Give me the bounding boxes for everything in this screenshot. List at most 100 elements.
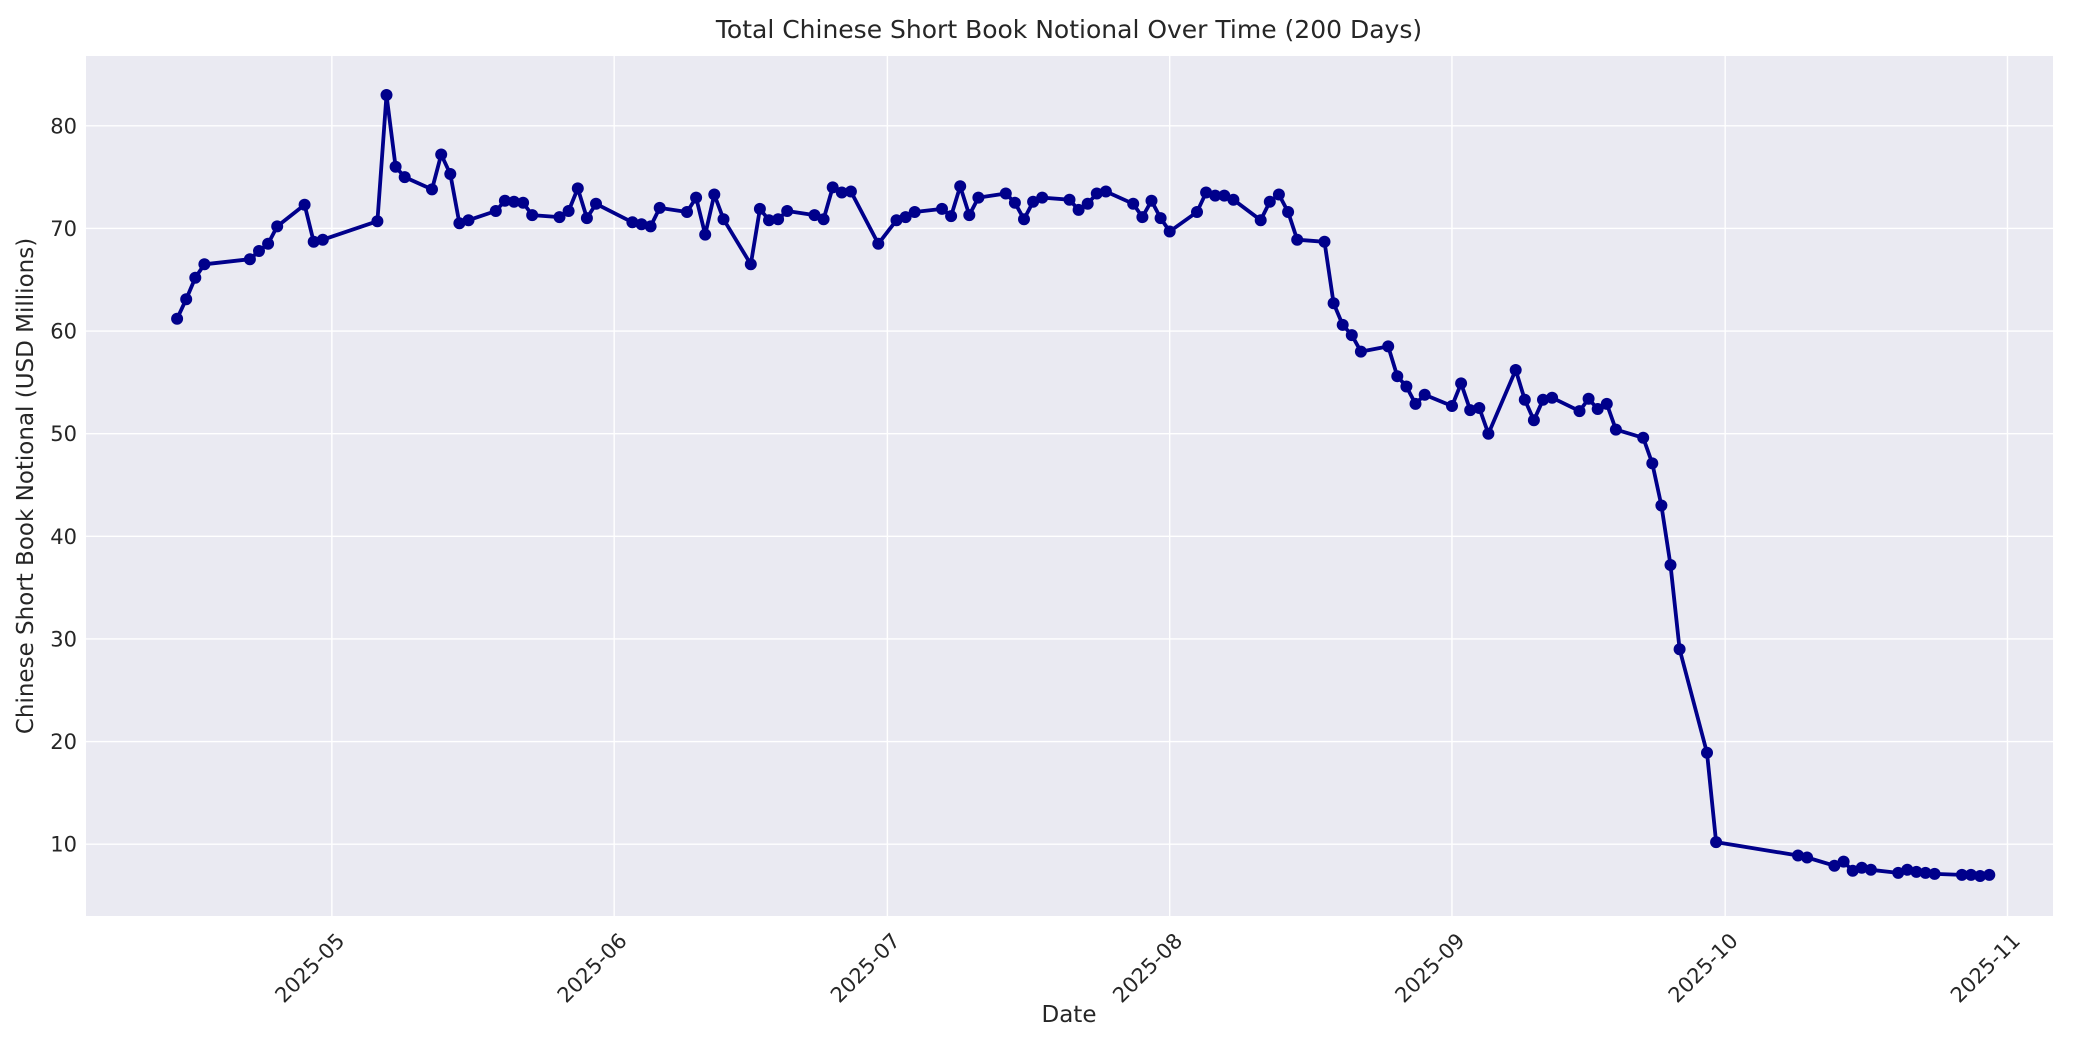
data-point [453, 217, 466, 230]
data-point [590, 197, 602, 210]
data-point [1600, 397, 1613, 410]
data-point [517, 196, 530, 209]
data-series [171, 89, 1996, 882]
data-point [307, 235, 320, 248]
data-point [1318, 235, 1331, 248]
data-point [180, 293, 193, 306]
data-point [1546, 391, 1559, 404]
y-tick-label: 10 [50, 833, 77, 857]
data-point [389, 160, 402, 173]
data-point [1072, 203, 1085, 216]
y-tick-label: 50 [50, 422, 77, 446]
x-tick-label: 2025-05 [270, 929, 349, 1008]
data-point [1855, 861, 1868, 874]
data-point [1027, 195, 1040, 208]
data-point [262, 237, 275, 250]
data-point [872, 237, 885, 250]
data-point [1254, 214, 1267, 227]
data-point [1673, 643, 1686, 656]
data-point [1099, 185, 1112, 198]
data-point [1090, 187, 1103, 200]
data-point [1382, 340, 1395, 353]
data-point [462, 214, 475, 227]
data-point [635, 218, 648, 231]
data-point [1892, 866, 1905, 879]
data-point [1482, 427, 1495, 440]
data-point [1801, 851, 1814, 864]
data-point [1518, 393, 1531, 406]
data-point [844, 185, 857, 198]
data-point [316, 233, 329, 246]
data-point [644, 220, 657, 233]
data-point [1136, 211, 1149, 224]
data-point [708, 188, 721, 201]
data-point [753, 202, 766, 215]
data-point [890, 214, 903, 227]
data-point [1272, 188, 1285, 201]
data-point [1646, 457, 1659, 470]
data-point [398, 171, 411, 184]
data-point [271, 220, 284, 233]
data-point [1464, 404, 1477, 417]
data-point [653, 201, 666, 214]
data-point [999, 187, 1012, 200]
data-point [1792, 849, 1804, 862]
y-tick-label: 20 [50, 730, 77, 754]
data-point [1591, 403, 1604, 415]
data-point [1901, 863, 1914, 876]
data-point [1701, 746, 1713, 759]
data-point [1446, 400, 1458, 412]
data-point [1828, 859, 1841, 872]
data-point [189, 271, 202, 284]
y-tick-label: 30 [50, 627, 77, 651]
data-point [1965, 868, 1977, 881]
x-tick-label: 2025-08 [1108, 929, 1187, 1008]
data-point [1191, 206, 1203, 218]
data-point [1008, 196, 1021, 209]
x-axis-label: Date [1042, 1002, 1097, 1028]
chart-title: Total Chinese Short Book Notional Over T… [715, 15, 1422, 44]
x-axis-ticks: 2025-05 2025-06 2025-07 2025-08 2025-09 2025-… [270, 929, 2025, 1008]
data-point [1846, 864, 1859, 877]
data-point [1345, 329, 1358, 342]
data-point [1282, 206, 1295, 218]
data-point [1455, 377, 1468, 390]
data-point [1354, 345, 1367, 358]
data-point [508, 195, 520, 208]
x-tick-label: 2025-06 [553, 929, 632, 1008]
data-point [380, 89, 393, 101]
data-point [1391, 370, 1404, 383]
y-tick-label: 70 [50, 217, 77, 241]
data-point [1664, 559, 1677, 571]
data-point [626, 216, 639, 229]
x-tick-label: 2025-07 [826, 929, 905, 1008]
data-point [1063, 193, 1076, 206]
data-point [1409, 397, 1422, 410]
data-point [1573, 405, 1586, 418]
data-point [1336, 318, 1349, 331]
data-point [1637, 431, 1650, 444]
data-point [553, 211, 566, 224]
data-point [253, 245, 265, 257]
data-point [1209, 189, 1222, 202]
data-point [945, 210, 958, 223]
y-tick-label: 60 [50, 320, 77, 344]
data-point [717, 213, 730, 226]
data-point [198, 258, 211, 271]
data-point [562, 205, 575, 217]
x-tick-label: 2025-09 [1390, 929, 1469, 1008]
data-point [1837, 855, 1850, 868]
data-point [681, 206, 693, 218]
data-point [781, 205, 794, 217]
data-point [1227, 193, 1240, 206]
data-point [571, 182, 584, 195]
data-point [498, 194, 511, 207]
data-point [1609, 423, 1622, 436]
y-axis-ticks: 10 20 30 40 50 60 70 80 [50, 114, 77, 856]
data-point [908, 206, 921, 218]
gridlines [86, 56, 2053, 916]
data-point [1327, 297, 1340, 310]
data-point [426, 183, 438, 196]
